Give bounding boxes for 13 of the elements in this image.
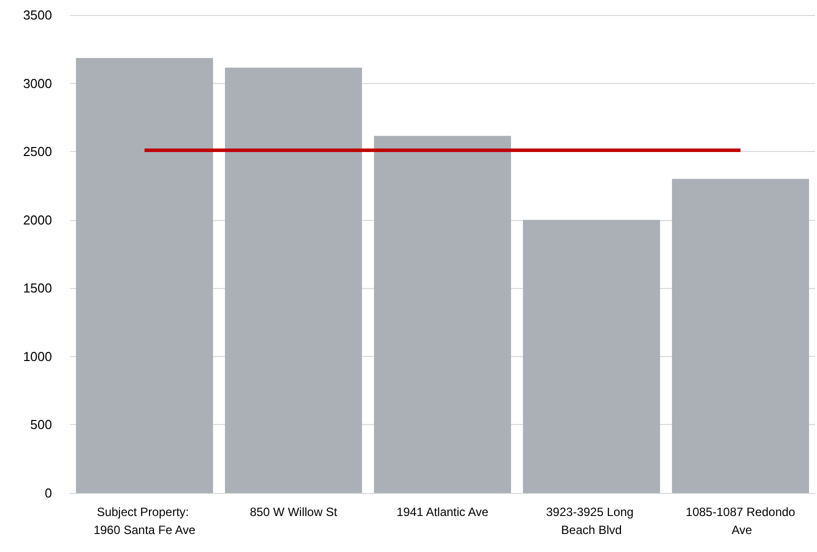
y-tick-label: 1500 bbox=[23, 280, 52, 296]
x-tick-label: 3923-3925 Long Beach Blvd bbox=[546, 505, 637, 537]
y-tick-label: 3000 bbox=[23, 76, 52, 91]
x-tick-label: 1941 Atlantic Ave bbox=[396, 505, 489, 519]
y-tick-label: 0 bbox=[44, 486, 52, 500]
y-tick-label: 3500 bbox=[23, 8, 52, 22]
y-tick-label: 1000 bbox=[23, 348, 52, 364]
x-tick-label: 1085-1087 Redondo Ave bbox=[686, 505, 796, 537]
y-tick-label: 2000 bbox=[23, 212, 52, 228]
x-tick-label: Subject Property: 1960 Santa Fe Ave bbox=[94, 505, 196, 537]
y-tick-label: 2500 bbox=[23, 144, 52, 160]
x-tick-label: 850 W Willow St bbox=[250, 505, 338, 519]
y-tick-label: 500 bbox=[30, 417, 52, 432]
